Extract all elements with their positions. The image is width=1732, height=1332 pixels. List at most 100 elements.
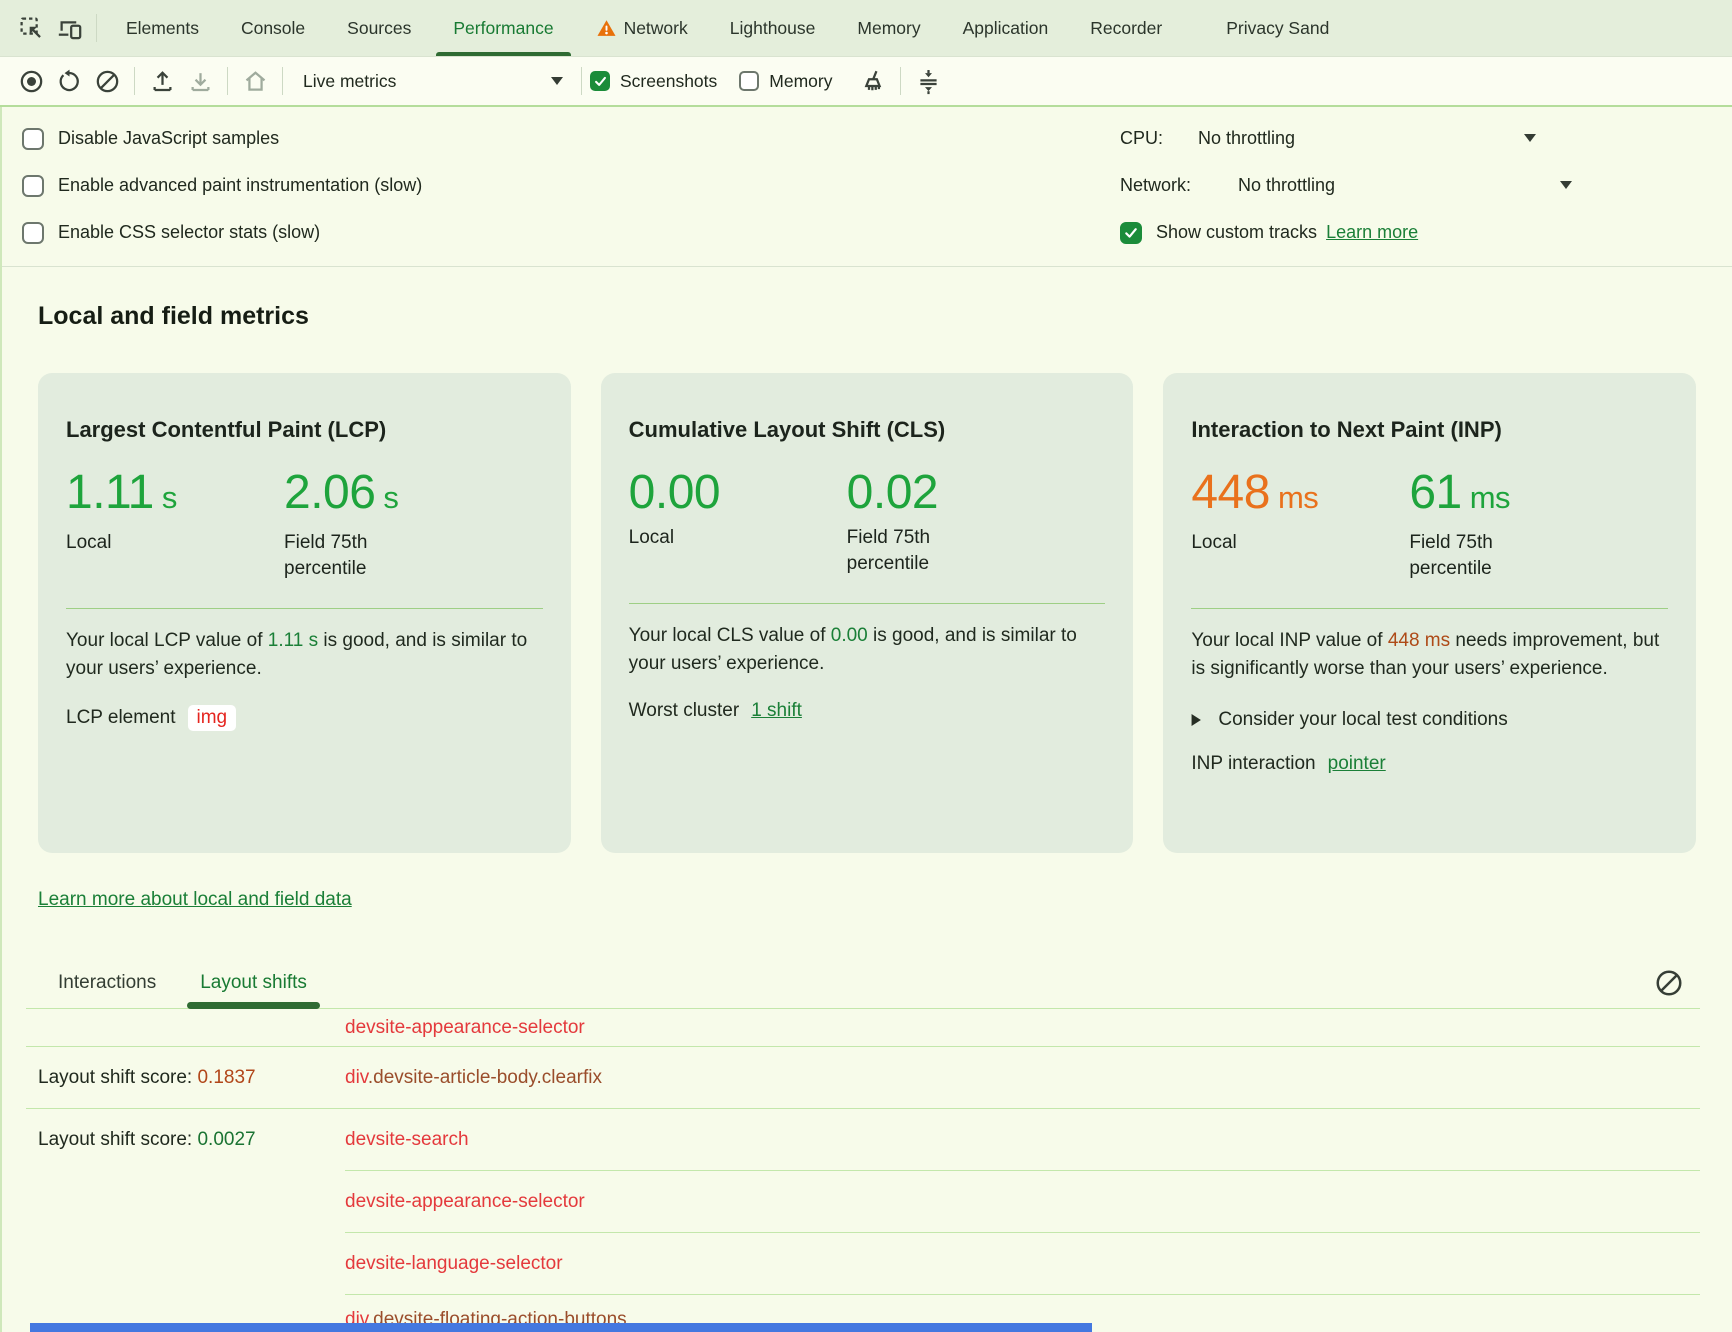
chevron-down-icon	[551, 77, 563, 85]
inp-interaction-link[interactable]: pointer	[1328, 753, 1386, 775]
clear-log-button[interactable]	[1652, 966, 1686, 1000]
tab-elements[interactable]: Elements	[105, 0, 220, 56]
cpu-throttling-select[interactable]: No throttling	[1198, 128, 1295, 149]
inspect-icon	[18, 15, 45, 42]
gc-broom-button[interactable]	[854, 63, 892, 99]
cls-field-label: Field 75th percentile	[847, 525, 979, 577]
element-link[interactable]: devsite-appearance-selector	[345, 1191, 585, 1213]
lcp-element-link[interactable]: img	[188, 705, 237, 731]
save-profile-button[interactable]	[181, 63, 219, 99]
reload-and-record-button[interactable]	[50, 63, 88, 99]
block-icon	[94, 68, 121, 95]
network-label: Network:	[1120, 175, 1238, 196]
cls-local-value: 0.00	[629, 465, 847, 521]
clear-button[interactable]	[88, 63, 126, 99]
throttling-options: CPU: No throttling Network: No throttlin…	[1120, 115, 1732, 256]
panel-mode-value: Live metrics	[303, 71, 396, 92]
divider	[66, 608, 543, 609]
network-throttling-row: Network: No throttling	[1120, 162, 1732, 209]
record-icon	[18, 68, 45, 95]
divider	[96, 14, 97, 42]
cpu-throttling-row: CPU: No throttling	[1120, 115, 1732, 162]
tab-recorder[interactable]: Recorder	[1069, 0, 1183, 56]
upload-icon	[149, 68, 176, 95]
inspect-element-button[interactable]	[12, 0, 50, 56]
lcp-field-label: Field 75th percentile	[284, 530, 416, 582]
local-test-conditions-disclosure[interactable]: Consider your local test conditions	[1191, 709, 1668, 731]
cls-local-label: Local	[629, 525, 847, 551]
collapse-sections-button[interactable]	[909, 63, 947, 99]
tab-layout-shifts[interactable]: Layout shifts	[200, 972, 307, 1008]
cls-description: Your local CLS value of 0.00 is good, an…	[629, 622, 1106, 678]
checkbox-checked	[590, 71, 610, 91]
cpu-label: CPU:	[1120, 128, 1198, 149]
divider	[227, 67, 228, 95]
panel-mode-select[interactable]: Live metrics	[291, 71, 573, 92]
home-button[interactable]	[236, 63, 274, 99]
checkbox-unchecked	[22, 222, 44, 244]
log-tabbar: Interactions Layout shifts	[26, 961, 1700, 1009]
tab-lighthouse[interactable]: Lighthouse	[709, 0, 837, 56]
network-throttling-select[interactable]: No throttling	[1238, 175, 1335, 196]
bottom-highlight-bar	[30, 1323, 1092, 1332]
layout-shift-row: devsite-language-selector	[26, 1233, 1700, 1295]
inp-interaction-label: INP interaction	[1191, 753, 1315, 775]
inp-footer: INP interaction pointer	[1191, 753, 1668, 775]
metric-cards: Largest Contentful Paint (LCP) 1.11s Loc…	[38, 373, 1696, 853]
tab-console[interactable]: Console	[220, 0, 326, 56]
tab-application[interactable]: Application	[942, 0, 1070, 56]
inp-local-value: 448ms	[1191, 465, 1409, 526]
field-data-learn-more-link[interactable]: Learn more about local and field data	[38, 889, 352, 911]
score-value: 0.0027	[197, 1129, 255, 1150]
element-link[interactable]: devsite-language-selector	[345, 1253, 563, 1275]
reload-icon	[56, 68, 83, 95]
layout-shift-row: devsite-appearance-selector	[26, 1171, 1700, 1233]
tab-interactions[interactable]: Interactions	[58, 972, 156, 1008]
tab-network[interactable]: Network	[575, 0, 709, 56]
worst-cluster-label: Worst cluster	[629, 700, 740, 722]
devtools-tabbar: Elements Console Sources Performance Net…	[0, 0, 1732, 57]
worst-cluster-link[interactable]: 1 shift	[751, 700, 802, 722]
lcp-element-label: LCP element	[66, 707, 176, 729]
live-metrics-view: Local and field metrics Largest Contentf…	[2, 299, 1732, 1332]
inp-field-label: Field 75th percentile	[1409, 530, 1541, 582]
inp-local-label: Local	[1191, 530, 1409, 556]
checkbox-checked	[1120, 222, 1142, 244]
collapse-icon	[915, 68, 942, 95]
tab-memory[interactable]: Memory	[836, 0, 941, 56]
lcp-card: Largest Contentful Paint (LCP) 1.11s Loc…	[38, 373, 571, 853]
section-heading: Local and field metrics	[38, 299, 1732, 333]
chevron-down-icon[interactable]	[1560, 181, 1572, 189]
broom-icon	[860, 68, 887, 95]
tab-privacy-sandbox[interactable]: Privacy Sand	[1205, 0, 1350, 56]
custom-tracks-learn-more-link[interactable]: Learn more	[1326, 222, 1418, 243]
lcp-local-label: Local	[66, 530, 284, 556]
inp-field-value: 61ms	[1409, 465, 1541, 526]
load-profile-button[interactable]	[143, 63, 181, 99]
element-link[interactable]: devsite-search	[345, 1129, 469, 1151]
tab-sources[interactable]: Sources	[326, 0, 432, 56]
divider	[581, 67, 582, 95]
element-link[interactable]: devsite-appearance-selector	[345, 1017, 585, 1039]
download-icon	[187, 68, 214, 95]
inp-card-title: Interaction to Next Paint (INP)	[1191, 417, 1668, 443]
divider	[629, 603, 1106, 604]
layout-shift-row: Layout shift score: 0.1837 div.devsite-a…	[26, 1047, 1700, 1109]
tab-performance[interactable]: Performance	[432, 0, 574, 56]
score-value: 0.1837	[197, 1067, 255, 1088]
element-link[interactable]: div.devsite-article-body.clearfix	[345, 1067, 602, 1089]
record-button[interactable]	[12, 63, 50, 99]
checkbox-unchecked	[22, 128, 44, 150]
lcp-field-value: 2.06s	[284, 465, 416, 526]
cls-footer: Worst cluster 1 shift	[629, 700, 1106, 722]
checkbox-unchecked	[739, 71, 759, 91]
chevron-down-icon[interactable]	[1524, 134, 1536, 142]
device-toolbar-button[interactable]	[50, 0, 88, 56]
memory-checkbox[interactable]: Memory	[739, 71, 832, 92]
score-label: Layout shift score:	[38, 1129, 197, 1150]
custom-tracks-row: Show custom tracks Learn more	[1120, 209, 1732, 256]
devtools-performance-panel: Elements Console Sources Performance Net…	[0, 0, 1732, 1332]
show-custom-tracks-checkbox[interactable]: Show custom tracks	[1120, 222, 1317, 244]
screenshots-checkbox[interactable]: Screenshots	[590, 71, 717, 92]
performance-toolbar: Live metrics Screenshots Memory	[0, 57, 1732, 107]
